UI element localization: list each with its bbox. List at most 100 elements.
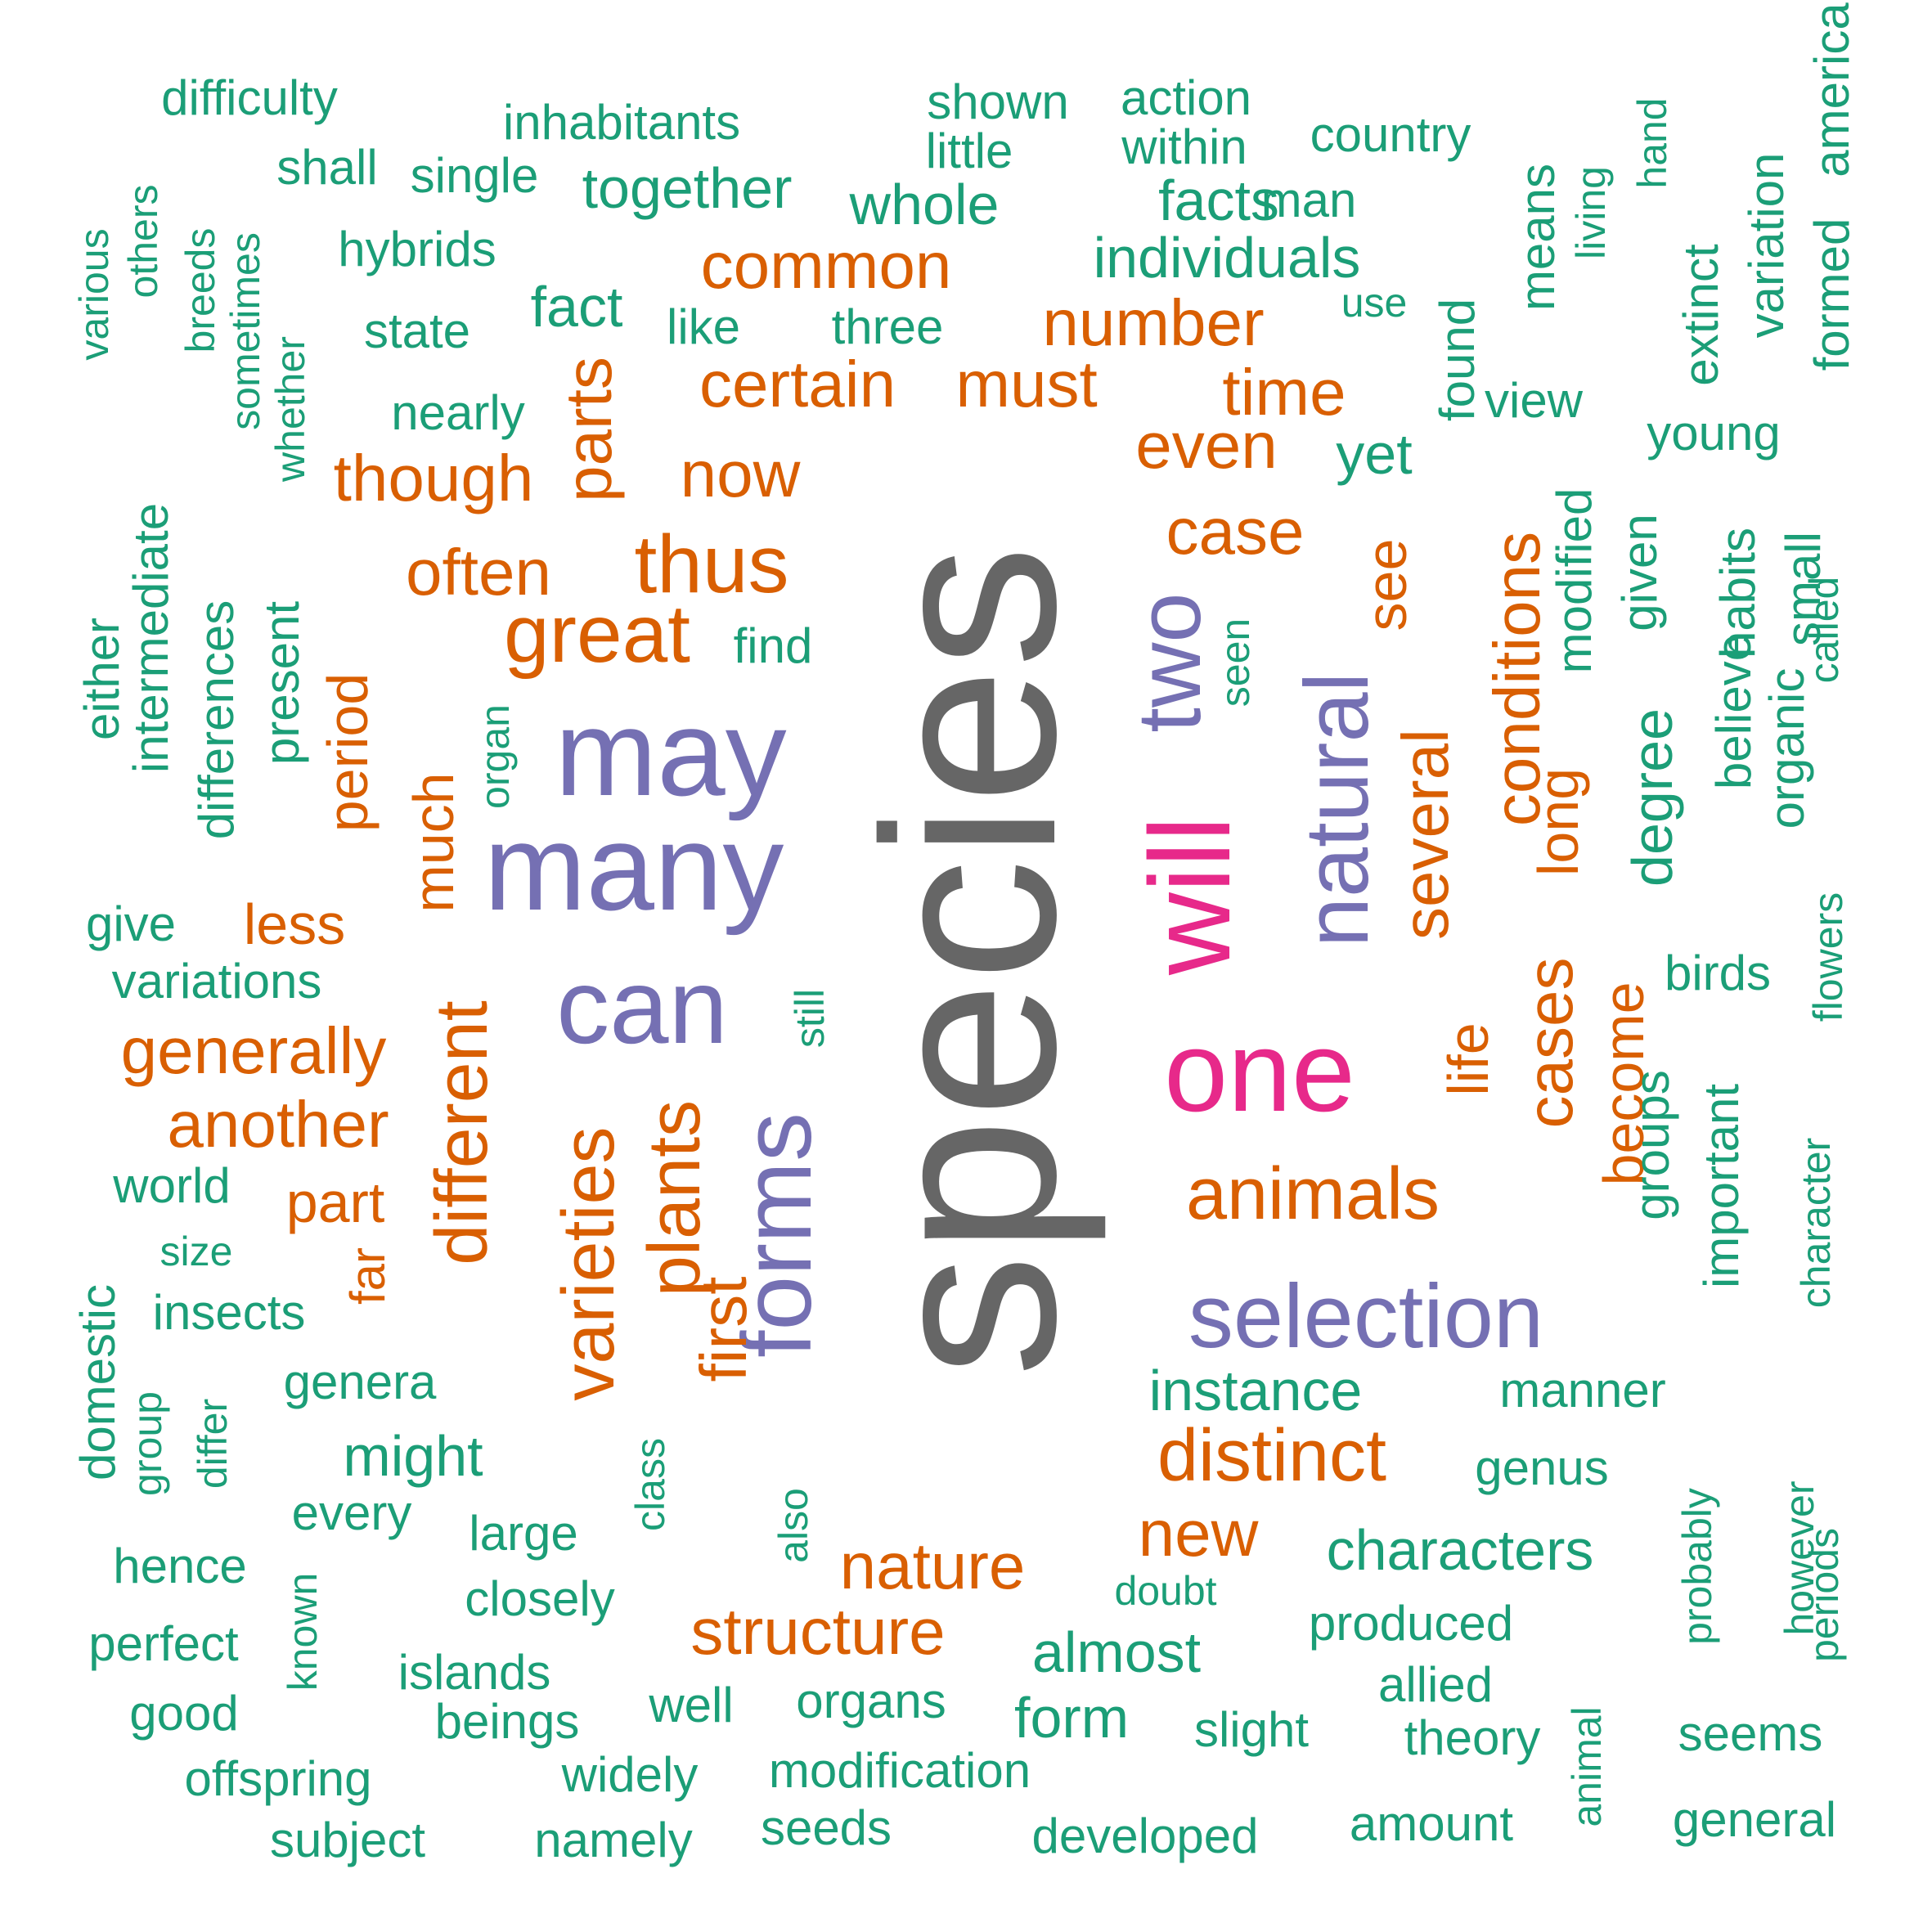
word-generally: generally (120, 1014, 387, 1087)
word-insects: insects (152, 1285, 306, 1340)
word-manner: manner (1499, 1363, 1666, 1418)
word-beings: beings (434, 1694, 580, 1749)
word-almost: almost (1031, 1620, 1202, 1684)
word-breeds: breeds (177, 227, 223, 353)
word-can: can (556, 946, 728, 1066)
word-others: others (120, 184, 166, 299)
word-groups: groups (1624, 1070, 1679, 1220)
word-intermediate: intermediate (124, 502, 178, 774)
word-nearly: nearly (391, 385, 525, 440)
word-three: three (831, 299, 944, 354)
word-structure: structure (690, 1595, 946, 1668)
word-genus: genus (1475, 1440, 1609, 1495)
word-periods: periods (1801, 1528, 1847, 1662)
word-amount: amount (1349, 1796, 1514, 1851)
word-variations: variations (111, 954, 322, 1009)
word-one: one (1164, 1007, 1355, 1135)
word-natural: natural (1287, 672, 1387, 948)
word-hybrids: hybrids (338, 222, 496, 276)
word-life: life (1436, 1022, 1500, 1096)
word-differences: differences (189, 600, 244, 840)
word-general: general (1672, 1792, 1837, 1847)
word-slight: slight (1193, 1702, 1310, 1757)
word-first: first (687, 1276, 760, 1382)
word-individuals: individuals (1093, 226, 1361, 290)
word-genera: genera (283, 1355, 437, 1409)
word-either: either (74, 617, 129, 741)
word-modified: modified (1547, 487, 1602, 674)
word-living: living (1568, 166, 1614, 259)
word-shown: shown (927, 74, 1069, 129)
word-means: means (1510, 163, 1565, 312)
word-action: action (1120, 70, 1252, 125)
word-must: must (955, 348, 1098, 420)
word-known: known (280, 1572, 326, 1692)
word-found: found (1430, 298, 1485, 422)
word-present: present (254, 600, 309, 766)
word-new: new (1138, 1497, 1259, 1570)
word-allied: allied (1377, 1657, 1494, 1712)
word-use: use (1341, 280, 1408, 326)
word-period: period (316, 672, 380, 833)
word-seeds: seeds (760, 1800, 892, 1855)
word-animals: animals (1185, 1153, 1440, 1235)
word-difficulty: difficulty (161, 70, 338, 125)
word-theory: theory (1404, 1710, 1541, 1765)
word-various: various (71, 228, 117, 361)
word-birds: birds (1664, 946, 1772, 1000)
word-great: great (504, 588, 690, 680)
word-see: see (1355, 538, 1418, 631)
word-different: different (421, 1000, 503, 1265)
word-sometimes: sometimes (222, 232, 268, 430)
word-might: might (343, 1424, 483, 1488)
word-every: every (291, 1485, 412, 1540)
word-instance: instance (1148, 1359, 1363, 1422)
word-country: country (1310, 107, 1471, 162)
word-seen: seen (1212, 618, 1258, 708)
word-less: less (243, 892, 346, 956)
word-though: though (333, 442, 534, 514)
word-facts: facts (1158, 168, 1279, 232)
word-form: form (1014, 1686, 1129, 1750)
word-extinct: extinct (1674, 244, 1728, 386)
word-perfect: perfect (88, 1616, 239, 1671)
word-cases: cases (1513, 957, 1586, 1129)
word-single: single (410, 148, 539, 203)
word-believe: believe (1706, 633, 1761, 790)
word-time: time (1222, 356, 1346, 429)
word-modification: modification (768, 1743, 1031, 1798)
word-little: little (925, 124, 1013, 178)
word-selection: selection (1188, 1266, 1544, 1367)
word-flowers: flowers (1805, 892, 1851, 1022)
word-number: number (1042, 286, 1265, 359)
word-differ: differ (190, 1398, 236, 1489)
word-important: important (1694, 1083, 1749, 1289)
word-doubt: doubt (1114, 1568, 1217, 1614)
word-will: will (1126, 815, 1254, 976)
word-inhabitants: inhabitants (502, 95, 741, 150)
word-state: state (363, 303, 471, 358)
word-hence: hence (113, 1539, 247, 1593)
word-organs: organs (796, 1674, 946, 1728)
word-probably: probably (1674, 1488, 1720, 1645)
word-may: may (555, 684, 787, 821)
word-animal: animal (1564, 1706, 1610, 1827)
word-like: like (666, 299, 741, 354)
word-closely: closely (465, 1571, 615, 1626)
word-even: even (1135, 409, 1278, 482)
word-shall: shall (276, 140, 378, 195)
word-organ: organ (472, 704, 518, 809)
word-distinct: distinct (1157, 1415, 1387, 1497)
word-whether: whether (267, 336, 313, 482)
word-formed: formed (1804, 218, 1859, 371)
word-together: together (582, 156, 793, 220)
word-give: give (85, 896, 177, 951)
word-nature: nature (839, 1530, 1026, 1602)
word-thus: thus (634, 519, 789, 610)
word-common: common (700, 229, 952, 302)
word-developed: developed (1031, 1808, 1259, 1863)
word-case: case (1166, 495, 1305, 568)
word-good: good (129, 1686, 239, 1741)
word-within: within (1121, 119, 1247, 174)
